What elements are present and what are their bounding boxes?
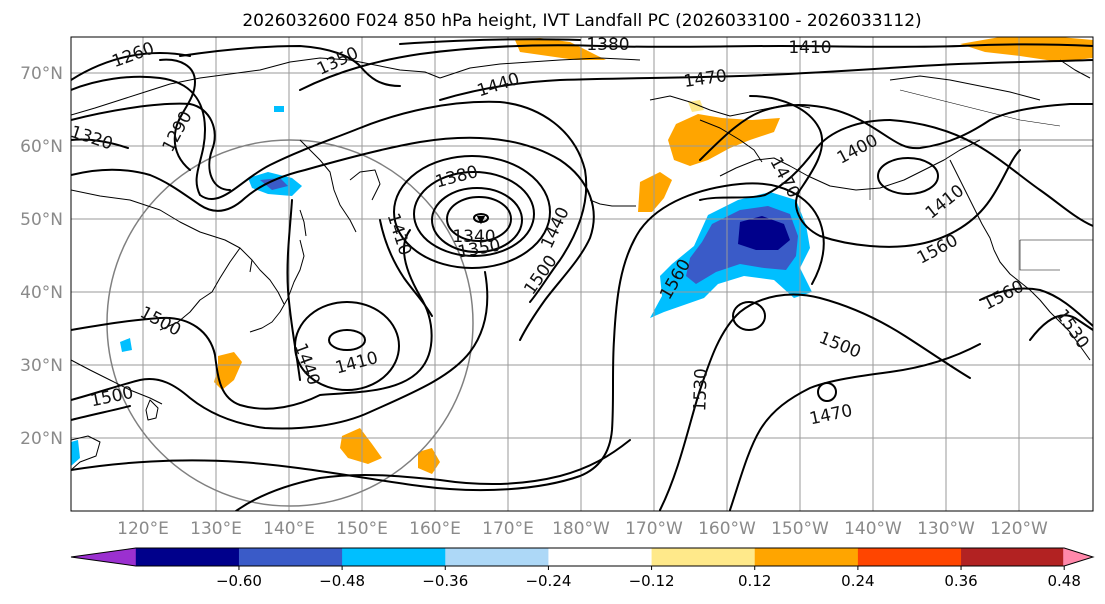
contour-1560-south (235, 439, 631, 511)
colorbar-tick-label: −0.36 (422, 572, 468, 590)
longitude-labels: 120°E 130°E 140°E 150°E 160°E 170°E 180°… (117, 519, 1048, 539)
contour-1530-west (71, 271, 489, 430)
contour-1350-north (179, 45, 401, 87)
lon-label: 170°W (625, 519, 683, 539)
colorbar-outline (70, 547, 1095, 567)
colorbar-segment (961, 548, 1065, 566)
contour-1500-far-south (71, 405, 131, 421)
contour-label: 1530 (690, 368, 711, 412)
contour-1380 (413, 171, 535, 257)
colorbar-tick-label: −0.12 (629, 572, 675, 590)
colorbar-tick-label: −0.24 (525, 572, 571, 590)
low-center-marker: ▼ (477, 213, 486, 226)
map-panel: 1260 1350 1380 1410 1470 1440 1320 1290 … (70, 35, 1094, 512)
contour-1470-east (699, 103, 1093, 161)
shade-region-arctic-left (515, 38, 606, 60)
contour-1440-west-line (286, 199, 301, 381)
map-frame (70, 36, 1094, 512)
colorbar-tick-label: −0.60 (216, 572, 262, 590)
lon-label: 150°E (336, 519, 388, 539)
shade-region-small-blue-1 (120, 338, 132, 352)
contour-1530-east (979, 287, 1093, 327)
contour-label: 1410 (788, 38, 831, 58)
shade-region-sakhalin-mid (260, 178, 288, 190)
contour-1340 (446, 196, 512, 242)
shade-region-small-blue-2 (71, 440, 80, 466)
colorbar-tick-label: 0.36 (944, 572, 977, 590)
height-contours (71, 38, 1093, 511)
contour-1500-east-south (729, 343, 981, 511)
colorbar-segment (857, 548, 962, 566)
contour-1470-main (71, 102, 231, 191)
colorbar-segment (342, 548, 446, 566)
contour-label: 1380 (586, 35, 629, 55)
shade-region-small-blue-3 (274, 106, 284, 112)
lat-label: 70°N (20, 64, 63, 84)
colorbar-tick-label: 0.12 (738, 572, 771, 590)
contour-1500-small (732, 301, 766, 331)
ivt-shading (71, 37, 1093, 474)
colorbar: −0.60 −0.48 −0.36 −0.24 −0.12 0.12 0.24 0.36 0.4… (70, 547, 1095, 590)
colorbar-segment (238, 548, 343, 566)
landfall-region-circle (106, 139, 474, 507)
lat-label: 40°N (20, 283, 63, 303)
colorbar-segment (445, 548, 549, 566)
contour-1500-far-east (1029, 314, 1093, 341)
contour-label: 1340 (452, 227, 495, 247)
lon-label: 130°W (917, 519, 975, 539)
lon-label: 140°E (263, 519, 315, 539)
lat-label: 20°N (20, 429, 63, 449)
contour-1320-center (473, 213, 489, 223)
lat-label: 60°N (20, 137, 63, 157)
lon-label: 160°E (409, 519, 461, 539)
contour-labels: 1260 1350 1380 1410 1470 1440 1320 1290 … (71, 35, 1093, 429)
colorbar-segment (548, 548, 653, 566)
figure-title: 2026032600 F024 850 hPa height, IVT Land… (242, 11, 921, 31)
lat-label: 30°N (20, 356, 63, 376)
colorbar-extend-low (71, 548, 137, 566)
contour-1410-low (393, 155, 551, 269)
contour-1380-north (399, 38, 581, 45)
lon-label: 150°W (771, 519, 829, 539)
lon-label: 120°E (117, 519, 169, 539)
contour-1350 (431, 187, 523, 253)
shade-region-arctic-right (960, 37, 1093, 62)
colorbar-tick-label: −0.48 (319, 572, 365, 590)
colorbar-segment (754, 548, 859, 566)
lon-label: 180°W (552, 519, 610, 539)
lon-label: 170°E (482, 519, 534, 539)
shade-region-aleutian (638, 172, 672, 212)
colorbar-tick-label: 0.24 (841, 572, 874, 590)
lon-label: 140°W (844, 519, 902, 539)
contour-1500-east-long (699, 119, 1093, 227)
lat-label: 50°N (20, 210, 63, 230)
contour-1440-main (71, 75, 588, 303)
contour-1290 (159, 58, 196, 171)
contour-1500-main (71, 136, 595, 341)
latitude-labels: 70°N 60°N 50°N 40°N 30°N 20°N (20, 64, 63, 449)
lon-label: 130°E (190, 519, 242, 539)
lon-label: 120°W (990, 519, 1048, 539)
colorbar-segment (651, 548, 756, 566)
contour-1560-east-north (749, 95, 1021, 248)
contour-1410-west (328, 329, 366, 351)
contour-1560-east (659, 293, 971, 511)
contour-1410-west-line (379, 219, 433, 317)
colorbar-extend-high (1063, 548, 1093, 566)
lon-label: 160°W (698, 519, 756, 539)
contour-1320-west (71, 138, 129, 149)
contour-1440-north (439, 59, 1093, 101)
contour-1410-north (299, 43, 1093, 91)
contour-1530-long (71, 182, 825, 492)
map-background (71, 37, 1093, 511)
contour-1260 (71, 52, 191, 81)
shade-region-marianas (340, 428, 382, 464)
shade-region-northeast-pacific-core (738, 216, 790, 250)
contour-1410-east (877, 157, 939, 195)
shade-region-bering (668, 114, 780, 166)
colorbar-segment (135, 548, 240, 566)
shade-region-china-sea (214, 352, 242, 390)
colorbar-tick-label: 0.48 (1047, 572, 1080, 590)
